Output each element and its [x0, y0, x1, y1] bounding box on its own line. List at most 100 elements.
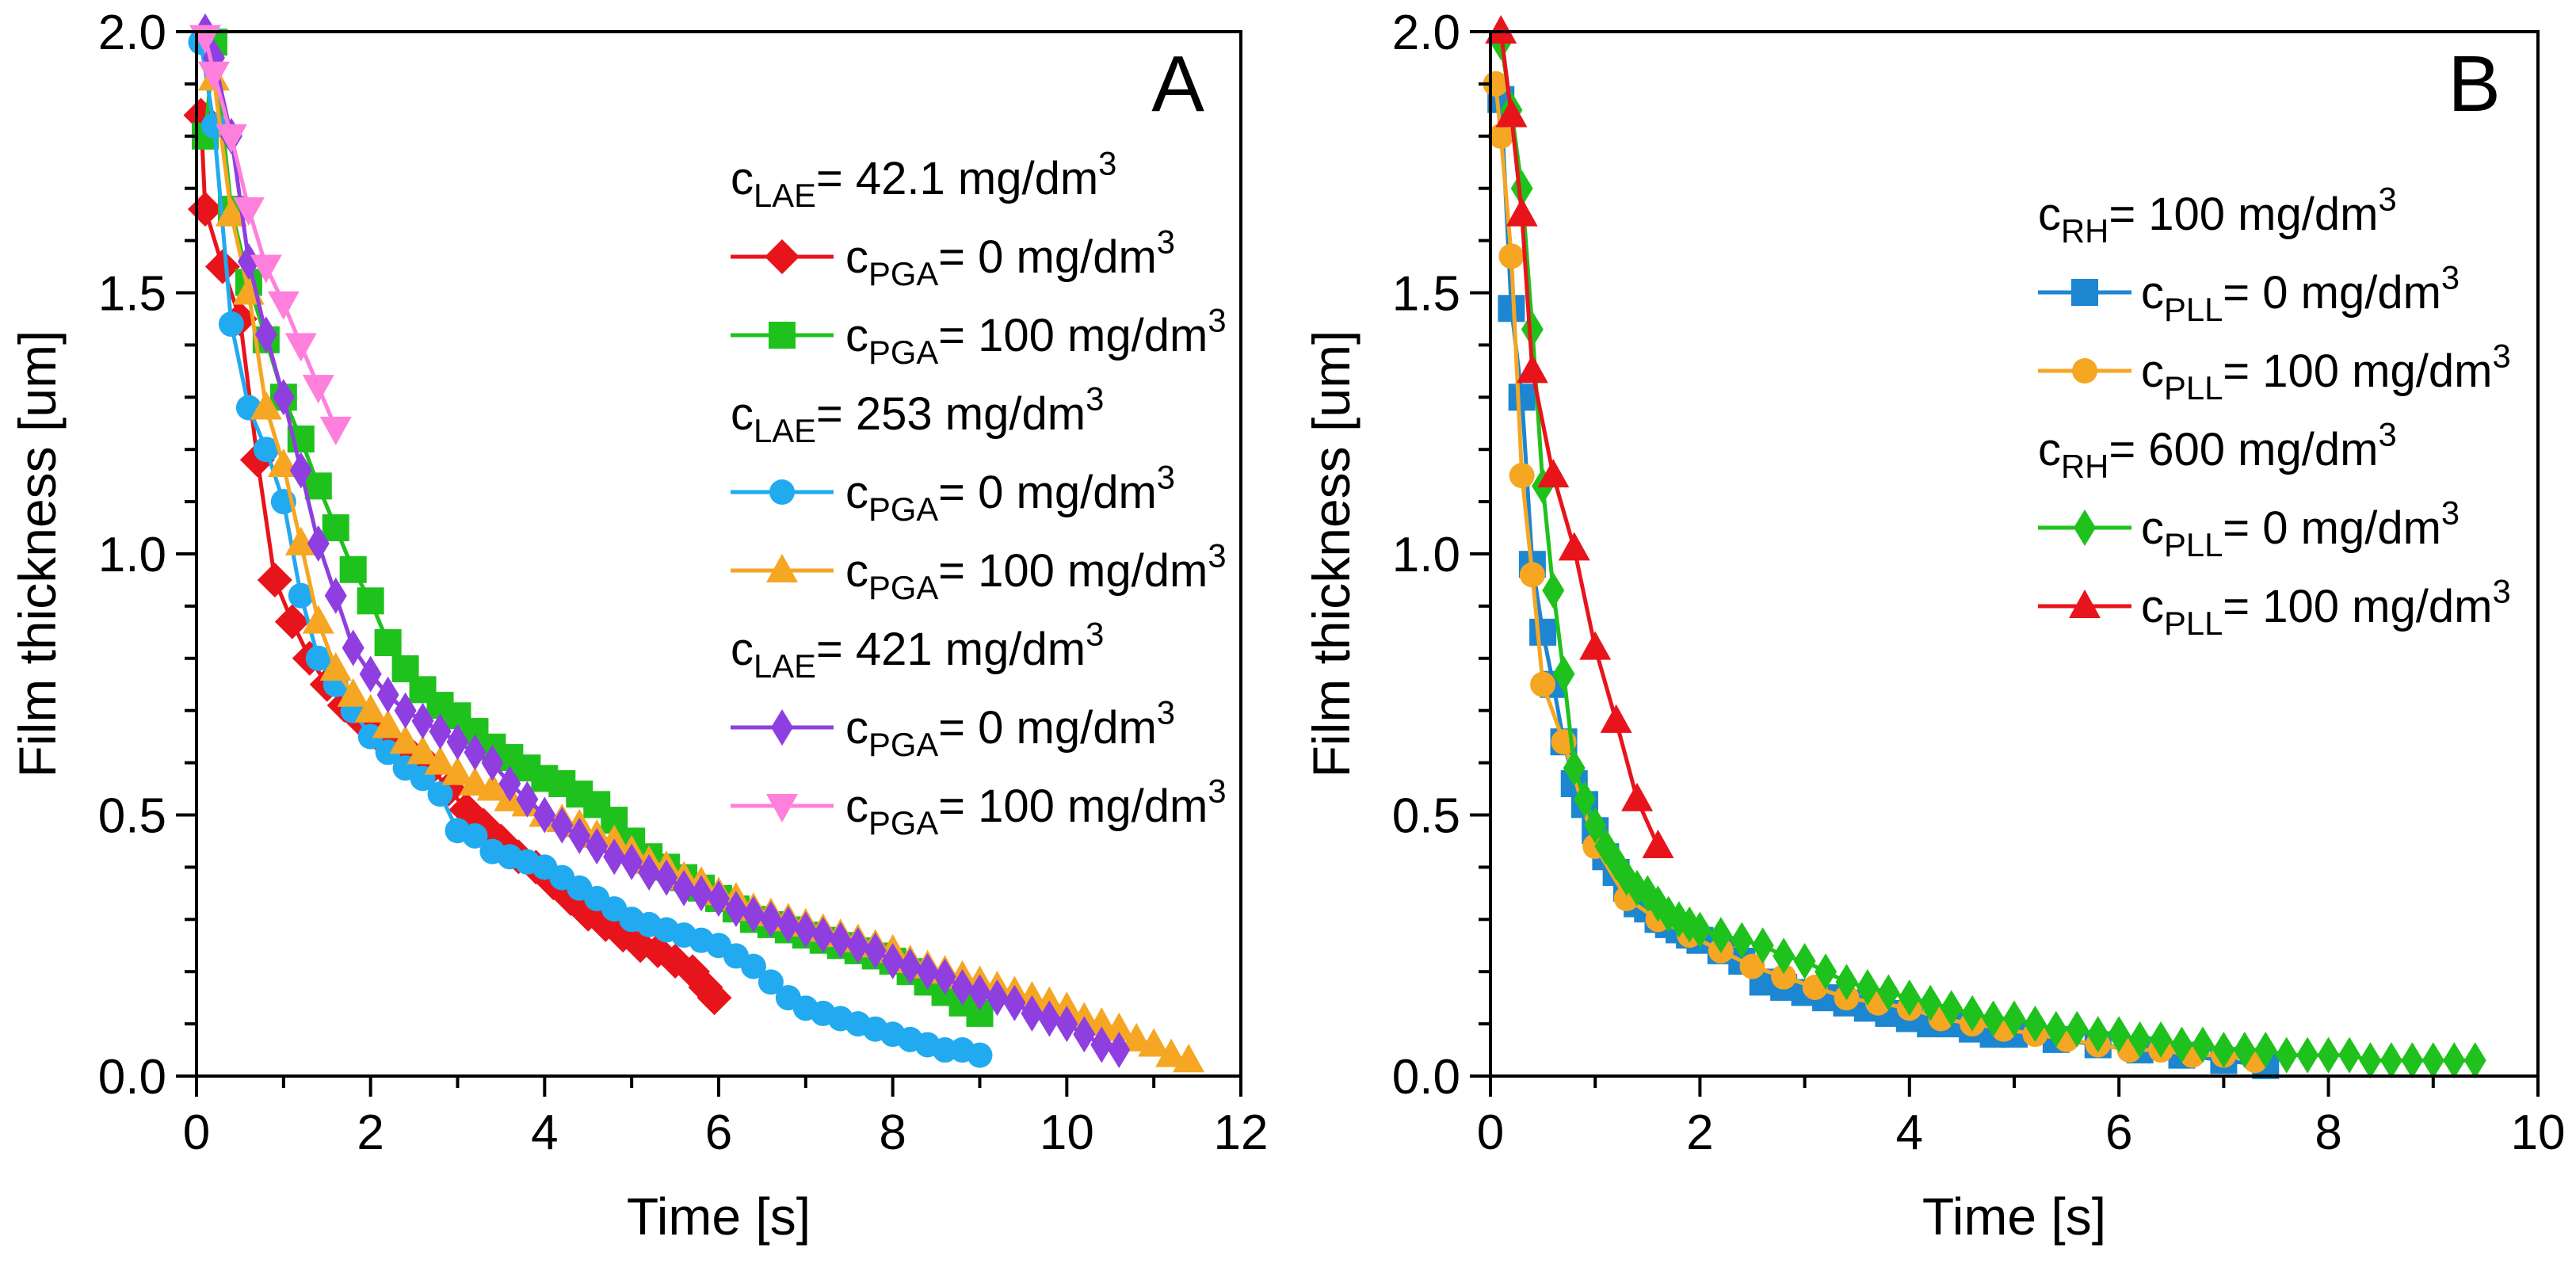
series-2-point [2443, 1042, 2466, 1079]
legend-swatch-marker [2072, 358, 2097, 384]
legend-item: cPGA= 100 mg/dm3 [731, 537, 1227, 606]
legend-swatch-marker [2071, 279, 2098, 306]
x-tick-label: 6 [705, 1105, 732, 1160]
series-2-point [2212, 1032, 2235, 1069]
x-tick-label: 12 [1214, 1105, 1269, 1160]
series-2-point [932, 1037, 958, 1063]
legend-swatch-marker [766, 554, 798, 582]
x-tick-label: 4 [1896, 1105, 1923, 1160]
series-3-point [284, 526, 317, 555]
series-3-point [1173, 1044, 1205, 1073]
series-4-point [289, 452, 312, 489]
series-4-point [429, 713, 452, 750]
series-1-point [1498, 243, 1525, 269]
legend: cRH= 100 mg/dm3 cPLL= 0 mg/dm3 cPLL= 100 m… [2038, 181, 2511, 643]
legend-group-title: cLAE= 421 mg/dm3 [731, 616, 1104, 685]
series-2-point [758, 969, 784, 995]
series-4-point [724, 891, 747, 928]
series-3-point [1558, 532, 1590, 561]
legend-group-title: cRH= 600 mg/dm3 [2038, 416, 2397, 486]
series-5 [189, 25, 352, 445]
series-2-point [1815, 953, 1838, 990]
series-2-point [2275, 1036, 2298, 1074]
series-2-point [1542, 572, 1565, 609]
series-4-point [986, 979, 1009, 1017]
series-2-point [2024, 1006, 2047, 1043]
series-2-point [2191, 1026, 2214, 1063]
series-4-point [794, 911, 817, 948]
series-2-point [2401, 1042, 2424, 1079]
legend-swatch-marker [2074, 510, 2096, 546]
series-1-point [1530, 671, 1556, 697]
series-4-point [916, 953, 939, 990]
series-4-point [464, 734, 487, 771]
series-3-point [476, 772, 509, 801]
series-3-point [319, 651, 352, 681]
chart-panel-b: 0 2 4 6 8 10 0.0 0.5 1.0 1.5 2.0 Time [s] Film thick… [1302, 6, 2565, 1246]
series-2-point [1573, 781, 1596, 818]
series-2-point [2421, 1042, 2444, 1079]
legend-item: cPGA= 100 mg/dm3 [731, 302, 1227, 372]
series-3-point [1642, 830, 1674, 859]
legend-item-label: cPGA= 100 mg/dm3 [845, 302, 1227, 372]
x-tick-label: 10 [2511, 1105, 2566, 1160]
series-2-point [218, 311, 244, 338]
series-3-point [302, 605, 334, 634]
series-2-point [305, 645, 331, 671]
series-4-point [899, 948, 922, 985]
legend-item-label: cPLL= 0 mg/dm3 [2141, 259, 2460, 329]
series-0-point [1498, 295, 1525, 323]
series-4-point [829, 922, 852, 959]
legend-item: cPLL= 100 mg/dm3 [2038, 573, 2511, 643]
series-1-point [1509, 463, 1535, 489]
legend-item-label: cPGA= 0 mg/dm3 [845, 459, 1175, 529]
series-4-point [446, 723, 469, 761]
legend-item-label: cPGA= 0 mg/dm3 [845, 694, 1175, 764]
series-4-point [411, 702, 434, 739]
series-3-point [1506, 197, 1538, 227]
series-0-point [448, 792, 484, 827]
series-4-point [307, 525, 330, 562]
series-2-point [1521, 311, 1544, 348]
series-4-point [551, 807, 574, 844]
series-1-point [304, 472, 332, 500]
series-2-point [1919, 984, 1942, 1021]
x-tick-label: 0 [1477, 1105, 1504, 1160]
series-2 [1490, 24, 2486, 1079]
series-3-line [1498, 31, 1660, 848]
series-1-point [1519, 562, 1545, 588]
series-2-point [1982, 1000, 2005, 1037]
series-2-point [1898, 979, 1921, 1017]
series-3-point [1537, 459, 1570, 488]
series-2-point [2108, 1016, 2131, 1053]
series-3-point [1495, 98, 1528, 128]
series-2-point [427, 781, 453, 807]
series-4-point [254, 316, 277, 353]
series-2-point [2296, 1036, 2319, 1074]
series-5-point [319, 416, 352, 445]
series-3-point [1138, 1028, 1170, 1057]
series-2-point [1584, 807, 1607, 844]
series-2-point [1940, 990, 1963, 1027]
x-tick-label: 10 [1040, 1105, 1094, 1160]
legend-swatch-marker [769, 479, 795, 505]
series-3-point [1120, 1022, 1153, 1052]
x-tick-label: 0 [183, 1105, 210, 1160]
legend-item-label: cPGA= 100 mg/dm3 [845, 773, 1227, 842]
series-2-point [1689, 911, 1712, 948]
x-tick-label: 8 [2315, 1105, 2341, 1160]
series-4-point [342, 629, 364, 666]
series-4-point [1055, 1006, 1078, 1043]
x-axis-title: Time [s] [627, 1187, 811, 1246]
series-0-point [274, 604, 310, 639]
x-tick-label: 8 [879, 1105, 906, 1160]
legend-item-label: cPLL= 100 mg/dm3 [2141, 573, 2511, 643]
legend-item: cPLL= 0 mg/dm3 [2038, 259, 2460, 329]
series-2-point [1961, 994, 1984, 1032]
series-2-point [1552, 655, 1575, 693]
series-2-point [1835, 964, 1858, 1001]
series-4-point [272, 379, 295, 416]
series-0-point [696, 980, 732, 1016]
legend-item: cPLL= 0 mg/dm3 [2038, 494, 2460, 563]
